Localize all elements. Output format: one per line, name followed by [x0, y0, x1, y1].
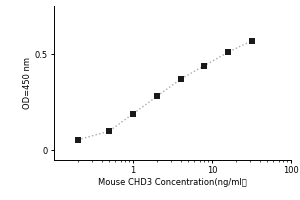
Y-axis label: OD=450 nm: OD=450 nm: [23, 57, 32, 109]
X-axis label: Mouse CHD3 Concentration(ng/ml）: Mouse CHD3 Concentration(ng/ml）: [98, 178, 247, 187]
